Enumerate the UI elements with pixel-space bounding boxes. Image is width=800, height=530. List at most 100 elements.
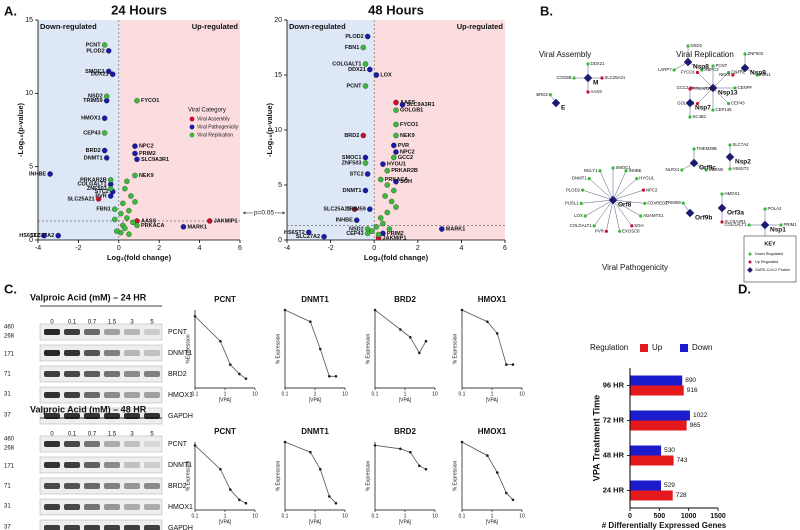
gene-node: [688, 87, 692, 91]
point-label: JAKMIP1: [214, 218, 238, 224]
point: [399, 447, 402, 451]
point: [180, 224, 187, 230]
point: [362, 83, 369, 89]
point: [321, 233, 327, 240]
point-label: PRKACA: [385, 177, 409, 183]
x-axis-label: [VPA]: [486, 519, 499, 525]
gene-label: NGLY1: [584, 168, 598, 173]
x-tick-label: 2: [157, 245, 161, 252]
protein-node: [717, 203, 727, 213]
point: [369, 228, 375, 234]
point-label: JAKMIP1: [383, 235, 407, 241]
gene-node: [720, 192, 724, 196]
point: [375, 231, 382, 238]
gene-node: [728, 143, 732, 147]
point: [388, 198, 395, 205]
point: [382, 193, 388, 199]
point-label: CEP43: [83, 130, 100, 136]
gene-label: FBN1: [760, 72, 772, 77]
gene-label: PRKAR2B: [693, 86, 713, 91]
gene-label: ZNF503: [748, 51, 764, 56]
point: [418, 351, 421, 355]
band: [124, 483, 140, 489]
x-tick-label: 1: [491, 513, 494, 519]
gene-label: SLC7A2: [733, 142, 750, 147]
band: [124, 371, 140, 377]
point: [391, 142, 397, 149]
x-tick-label: 1: [404, 513, 407, 519]
gene-label: CNTRL: [731, 70, 746, 75]
x-tick-label: -4: [35, 245, 41, 252]
point: [105, 48, 112, 54]
gene-node: [672, 68, 676, 72]
gene-label: SLC25A21: [605, 75, 626, 80]
x-tick-label: 2: [416, 245, 420, 252]
point-label: AASS: [141, 218, 157, 224]
y-axis-label: % Expression: [452, 461, 458, 492]
region-label: Up-regulated: [457, 22, 504, 31]
x-tick-label: 1000: [681, 513, 697, 520]
point: [424, 339, 428, 343]
chart-title: HMOX1: [478, 427, 507, 436]
lane-label: 0.1: [68, 432, 77, 438]
protein-label: BRD2: [168, 483, 187, 490]
gene-node: [618, 229, 622, 233]
edge: [612, 170, 627, 201]
protein-node: [689, 158, 699, 168]
gene-node: [572, 76, 576, 80]
point-label: BRD2: [86, 148, 101, 154]
protein-label: E: [561, 105, 566, 112]
point: [238, 498, 241, 502]
x-axis-label: [VPA]: [486, 397, 499, 403]
gene-label: INHBE: [629, 168, 642, 173]
lane-label: 0.1: [68, 320, 77, 326]
point: [55, 232, 61, 239]
point: [283, 440, 287, 444]
legend-label: Viral Replication: [197, 132, 233, 138]
mw-marker: 71: [4, 484, 11, 490]
legend-swatch: [680, 344, 688, 352]
point: [439, 226, 445, 232]
point: [393, 204, 399, 210]
point-label: FBN1: [96, 207, 110, 213]
x-tick-label: 0: [628, 513, 632, 520]
mw-marker: 460: [4, 437, 15, 443]
gene-label: TMEM39B: [697, 146, 717, 151]
x-tick-label: 10: [252, 391, 258, 397]
gene-node: [579, 201, 583, 205]
band: [144, 350, 160, 356]
point-label: NSD2: [349, 226, 364, 232]
chart-title: HMOX1: [478, 295, 507, 304]
y-tick-label: 96 HR: [603, 380, 625, 389]
blot-strip: [39, 456, 163, 474]
point-label: NEK9: [400, 133, 415, 139]
x-tick-label: 10: [252, 513, 258, 519]
point: [114, 228, 120, 234]
value-label: 965: [690, 422, 701, 429]
point: [424, 467, 428, 471]
legend-label: Up: [652, 343, 663, 352]
blot-strip: [39, 407, 163, 425]
point: [126, 231, 132, 237]
point: [118, 210, 124, 217]
group-title: Viral Assembly: [539, 50, 591, 59]
point: [128, 193, 134, 199]
point: [495, 332, 499, 335]
point: [511, 498, 515, 502]
mw-marker: 31: [4, 392, 11, 398]
gene-node: [695, 70, 700, 75]
gene-label: LARP7: [658, 67, 672, 72]
point: [364, 33, 371, 40]
gene-node: [586, 90, 590, 94]
point-label: PVR: [95, 193, 106, 199]
x-tick-label: 10: [519, 391, 525, 397]
point: [399, 101, 406, 108]
band: [44, 504, 60, 510]
gene-label: HS6ST2: [733, 166, 750, 171]
point: [384, 167, 391, 174]
edge: [593, 199, 614, 227]
point: [228, 488, 232, 491]
band: [104, 462, 120, 468]
gene-node: [587, 176, 591, 181]
